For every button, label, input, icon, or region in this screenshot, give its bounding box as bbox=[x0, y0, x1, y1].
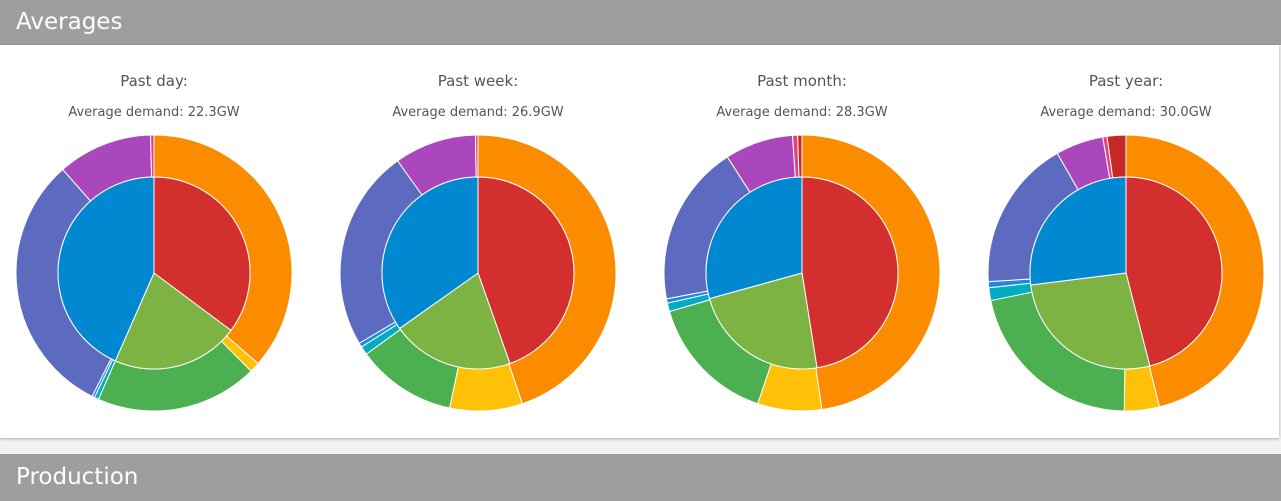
outer-slice-1 bbox=[448, 363, 523, 412]
averages-title: Averages bbox=[16, 9, 123, 35]
pie-chart bbox=[339, 134, 617, 412]
inner-slice-2 bbox=[57, 176, 155, 362]
inner-slice-1 bbox=[708, 272, 818, 370]
chart-subtitle: Average demand: 26.9GW bbox=[392, 105, 564, 120]
inner-slice-0 bbox=[801, 176, 899, 369]
production-title: Production bbox=[16, 464, 139, 490]
inner-slice-2 bbox=[1029, 176, 1127, 286]
chart-title: Past week: bbox=[437, 72, 519, 90]
chart-past-week: Past week: Average demand: 26.9GW bbox=[318, 45, 638, 438]
chart-subtitle: Average demand: 28.3GW bbox=[716, 105, 888, 120]
inner-slice-0 bbox=[1125, 176, 1223, 367]
chart-title: Past month: bbox=[757, 72, 847, 90]
production-header: Production bbox=[0, 454, 1281, 501]
inner-slice-1 bbox=[398, 272, 511, 370]
inner-slice-1 bbox=[114, 272, 232, 370]
inner-slice-0 bbox=[477, 176, 575, 365]
chart-title: Past year: bbox=[1088, 72, 1164, 90]
outer-slice-8 bbox=[797, 134, 803, 178]
outer-slice-7 bbox=[150, 134, 155, 178]
inner-slice-0 bbox=[153, 176, 251, 332]
chart-past-month: Past month: Average demand: 28.3GW bbox=[642, 45, 962, 438]
chart-past-year: Past year: Average demand: 30.0GW bbox=[966, 45, 1281, 438]
pie-chart bbox=[987, 134, 1265, 412]
inner-slice-1 bbox=[1030, 272, 1151, 370]
averages-panel: Past day: Average demand: 22.3GW Past we… bbox=[0, 45, 1279, 438]
chart-subtitle: Average demand: 30.0GW bbox=[1040, 105, 1212, 120]
averages-header: Averages bbox=[0, 0, 1281, 45]
pie-chart bbox=[15, 134, 293, 412]
pie-chart bbox=[663, 134, 941, 412]
inner-slice-2 bbox=[705, 176, 803, 300]
outer-slice-7 bbox=[474, 134, 479, 178]
chart-past-day: Past day: Average demand: 22.3GW bbox=[0, 45, 314, 438]
chart-subtitle: Average demand: 22.3GW bbox=[68, 105, 240, 120]
chart-title: Past day: bbox=[120, 72, 188, 90]
inner-slice-2 bbox=[381, 176, 479, 330]
